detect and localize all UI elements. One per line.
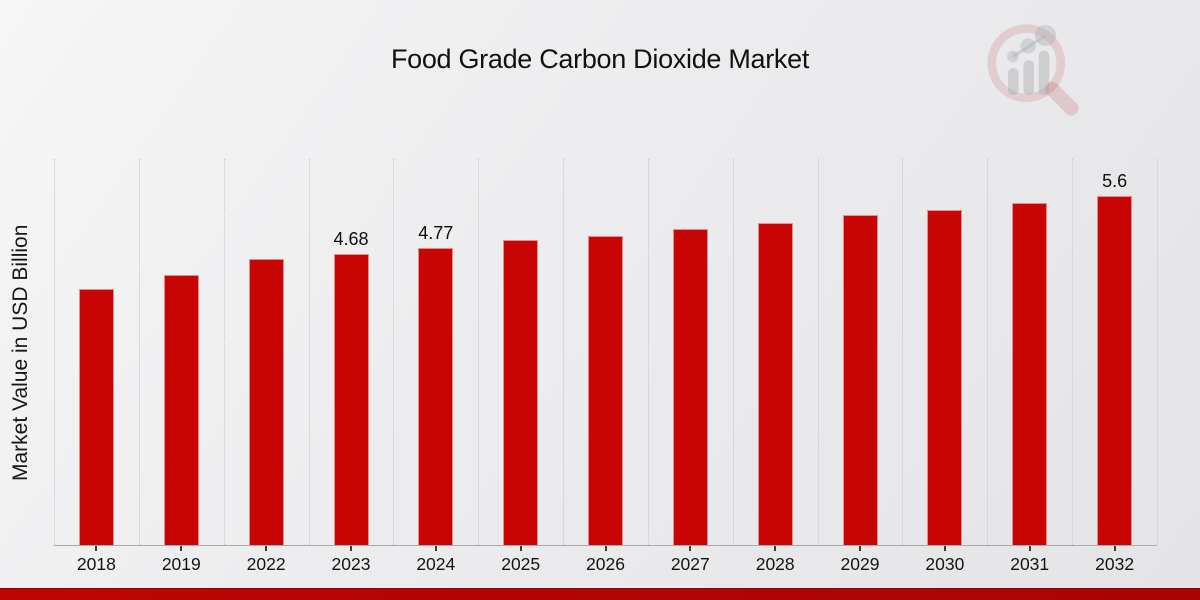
- bar-2023: [333, 253, 369, 545]
- x-axis-label-2025: 2025: [501, 554, 541, 574]
- vertical-gridline: [393, 159, 395, 545]
- bar-2028: [757, 222, 793, 545]
- x-axis-label-2030: 2030: [925, 554, 965, 574]
- x-axis-label-2026: 2026: [586, 554, 625, 574]
- x-axis-tick: [689, 546, 692, 551]
- x-axis-label-2018: 2018: [76, 554, 116, 574]
- vertical-gridline: [647, 159, 649, 545]
- bar-value-label-2023: 4.68: [333, 228, 369, 249]
- x-axis-label-2032: 2032: [1095, 554, 1135, 574]
- x-axis-tick: [519, 546, 522, 551]
- vertical-gridline: [223, 159, 225, 545]
- bar-2019: [163, 274, 199, 545]
- x-axis-tick: [350, 546, 352, 551]
- bar-2025: [503, 239, 539, 545]
- bar-2030: [927, 210, 963, 545]
- x-axis-label-2024: 2024: [416, 554, 456, 574]
- bar-2026: [588, 235, 623, 545]
- vertical-gridline: [902, 159, 904, 545]
- vertical-gridline: [817, 159, 819, 545]
- x-axis-tick: [434, 546, 437, 551]
- bar-2032: [1097, 196, 1133, 545]
- plot-area: 2018 2019 2022 4.68 2023 4.77 2024 2025 2026 2027…: [54, 159, 1158, 574]
- x-axis-label-2028: 2028: [755, 554, 795, 574]
- bar-2029: [842, 215, 878, 545]
- x-axis-label-2019: 2019: [161, 554, 201, 574]
- vertical-gridline: [1157, 159, 1158, 545]
- x-axis-label-2029: 2029: [840, 554, 880, 574]
- x-axis-tick: [943, 546, 946, 551]
- vertical-gridline: [1072, 159, 1074, 545]
- vertical-gridline: [308, 159, 310, 545]
- x-axis-label-2023: 2023: [331, 554, 371, 574]
- x-axis-tick: [1028, 546, 1031, 551]
- x-axis-tick: [859, 546, 861, 551]
- x-axis-tick: [1113, 546, 1116, 551]
- bar-value-label-2024: 4.77: [418, 223, 454, 243]
- x-axis-tick: [95, 546, 98, 551]
- x-axis-tick: [180, 546, 183, 551]
- vertical-gridline: [987, 159, 989, 545]
- footer-accent-strip: [0, 588, 1200, 600]
- bar-2022: [248, 258, 284, 545]
- vertical-gridline: [478, 159, 480, 545]
- vertical-gridline: [732, 159, 734, 545]
- vertical-gridline: [138, 159, 140, 545]
- bar-2018: [78, 288, 114, 545]
- bar-2027: [672, 228, 708, 545]
- logo-watermark-icon: [987, 24, 1079, 116]
- x-axis-tick: [265, 546, 268, 551]
- x-axis-tick: [604, 546, 607, 551]
- bar-2031: [1012, 202, 1048, 545]
- bar-value-label-2032: 5.6: [1102, 171, 1128, 192]
- x-axis-tick: [774, 546, 777, 551]
- vertical-gridline: [563, 159, 565, 545]
- x-axis-label-2022: 2022: [246, 554, 286, 574]
- y-axis-title: Market Value in USD Billion: [9, 224, 32, 481]
- chart-title: Food Grade Carbon Dioxide Market: [390, 44, 810, 74]
- x-axis-label-2027: 2027: [670, 554, 710, 574]
- bar-2024: [418, 248, 454, 545]
- x-axis-label-2031: 2031: [1010, 554, 1050, 574]
- vertical-gridline: [54, 159, 55, 545]
